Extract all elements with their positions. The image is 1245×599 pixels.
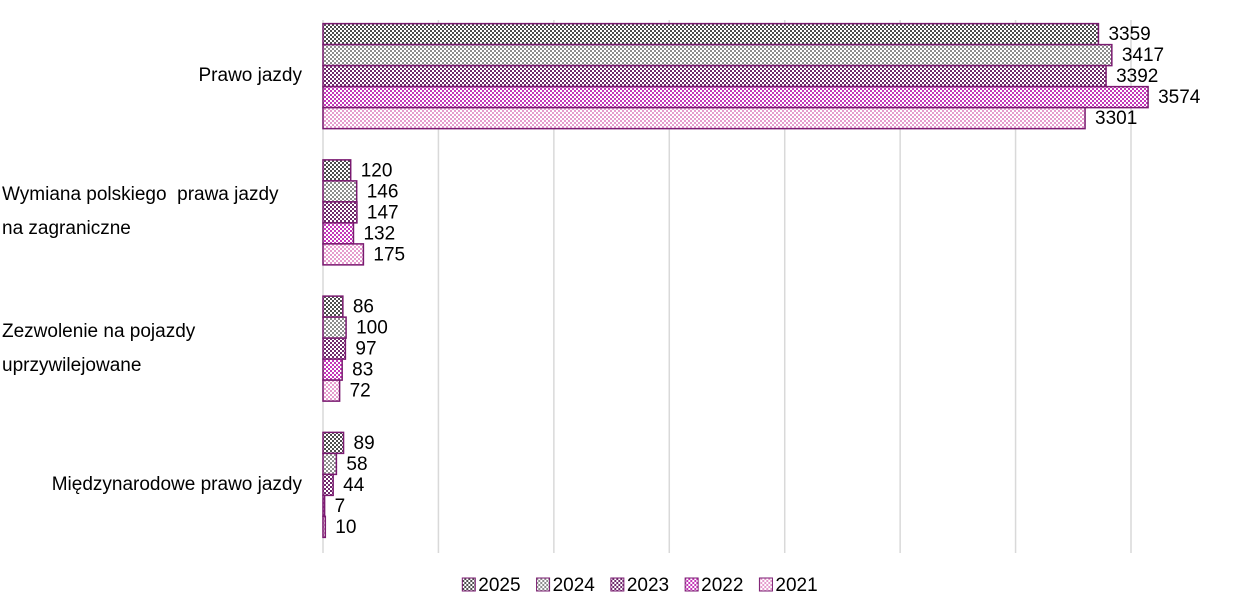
- bar: [322, 201, 358, 224]
- data-label: 7: [335, 496, 346, 517]
- bar: [322, 337, 347, 360]
- category-label: Prawo jazdy: [0, 59, 303, 93]
- bar: [322, 243, 365, 266]
- legend: 2025 2024 2023 2022 2021: [461, 575, 818, 596]
- data-label: 175: [373, 244, 405, 265]
- data-label: 44: [343, 475, 365, 496]
- bar: [322, 295, 344, 318]
- data-label: 10: [335, 517, 356, 538]
- bar: [322, 85, 1149, 109]
- bar: [322, 431, 345, 455]
- bar: [322, 473, 334, 497]
- category-label: Wymiana polskiego prawa jazdy na zagrani…: [0, 178, 302, 246]
- category-text: Międzynarodowe prawo jazdy: [51, 473, 302, 495]
- legend-label: 2021: [775, 575, 817, 596]
- bar: [322, 222, 355, 245]
- category-text: Zezwolenie na pojazdy uprzywilejowane: [2, 320, 201, 376]
- data-label: 83: [352, 360, 373, 381]
- category-label: Międzynarodowe prawo jazdy: [0, 468, 302, 502]
- data-label: 86: [353, 297, 374, 318]
- legend-label: 2022: [701, 575, 743, 596]
- data-label: 89: [354, 433, 375, 454]
- bar: [322, 180, 358, 203]
- bar: [322, 43, 1113, 67]
- data-label: 146: [367, 181, 399, 202]
- bar: [322, 494, 326, 518]
- legend-label: 2024: [553, 575, 596, 596]
- data-label: 147: [367, 202, 399, 223]
- data-label: 58: [346, 454, 367, 475]
- legend-label: 2025: [478, 575, 520, 596]
- data-label: 3301: [1095, 108, 1137, 129]
- data-label: 97: [355, 339, 376, 360]
- data-label: 3417: [1122, 45, 1164, 66]
- bar: [322, 515, 327, 539]
- data-label: 100: [356, 318, 388, 339]
- legend-swatch: [758, 577, 773, 592]
- bar: [322, 64, 1107, 88]
- legend-swatch: [536, 577, 551, 592]
- bar: [322, 22, 1100, 46]
- bar: [322, 316, 347, 339]
- legend-label: 2023: [627, 575, 669, 596]
- data-label: 3392: [1116, 66, 1158, 87]
- legend-swatch: [461, 577, 476, 592]
- bar: [322, 106, 1086, 130]
- data-label: 3359: [1108, 24, 1150, 45]
- data-label: 3574: [1158, 87, 1201, 108]
- data-label: 132: [363, 223, 395, 244]
- data-label: 72: [350, 381, 371, 402]
- bar: [322, 379, 341, 402]
- bar: [322, 358, 343, 381]
- category-text: Prawo jazdy: [198, 65, 303, 87]
- category-label: Zezwolenie na pojazdy uprzywilejowane: [0, 315, 302, 383]
- category-text: Wymiana polskiego prawa jazdy na zagrani…: [2, 184, 284, 240]
- bar: [322, 159, 352, 182]
- legend-swatch: [610, 577, 625, 592]
- bar: [322, 452, 338, 476]
- legend-swatch: [684, 577, 699, 592]
- data-label: 120: [361, 160, 393, 181]
